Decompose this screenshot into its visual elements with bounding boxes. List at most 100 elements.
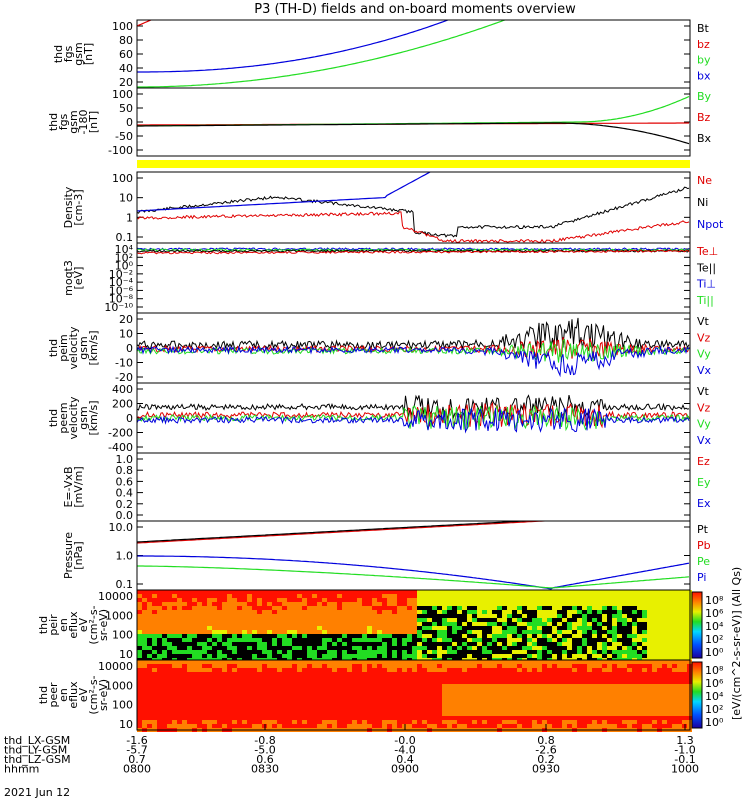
heatmap-cell <box>152 598 157 602</box>
heatmap-cell <box>622 676 627 680</box>
heatmap-cell <box>632 712 637 716</box>
heatmap-cell <box>537 688 542 692</box>
heatmap-cell <box>472 724 477 728</box>
heatmap-cell <box>517 630 522 634</box>
heatmap-cell <box>217 610 222 614</box>
heatmap-cell <box>607 610 612 614</box>
heatmap-cell <box>522 704 527 708</box>
heatmap-cell <box>482 680 487 684</box>
heatmap-cell <box>192 712 197 716</box>
heatmap-cell <box>412 610 417 614</box>
heatmap-cell <box>272 704 277 708</box>
x-axis-value: 0.7 <box>128 753 146 766</box>
heatmap-cell <box>542 688 547 692</box>
heatmap-cell <box>442 700 447 704</box>
heatmap-cell <box>587 626 592 630</box>
heatmap-cell <box>537 590 542 594</box>
heatmap-cell <box>517 622 522 626</box>
heatmap-cell <box>457 626 462 630</box>
heatmap-cell <box>307 614 312 618</box>
heatmap-cell <box>262 630 267 634</box>
heatmap-cell <box>577 642 582 646</box>
heatmap-cell <box>282 638 287 642</box>
heatmap-cell <box>662 664 667 668</box>
colorbar-tick-label: 10⁸ <box>705 664 724 677</box>
series-vx <box>137 407 690 434</box>
heatmap-cell <box>337 606 342 610</box>
heatmap-cell <box>417 680 422 684</box>
heatmap-cell <box>362 626 367 630</box>
heatmap-cell <box>657 708 662 712</box>
heatmap-cell <box>482 684 487 688</box>
heatmap-cell <box>542 634 547 638</box>
heatmap-cell <box>412 650 417 654</box>
heatmap-cell <box>262 618 267 622</box>
heatmap-cell <box>317 634 322 638</box>
heatmap-cell <box>402 664 407 668</box>
heatmap-cell <box>377 708 382 712</box>
heatmap-cell <box>302 704 307 708</box>
heatmap-cell <box>257 594 262 598</box>
heatmap-cell <box>672 720 677 724</box>
heatmap-cell <box>217 614 222 618</box>
heatmap-cell <box>402 680 407 684</box>
heatmap-cell <box>577 676 582 680</box>
heatmap-cell <box>222 672 227 676</box>
heatmap-cell <box>422 692 427 696</box>
heatmap-cell <box>372 626 377 630</box>
heatmap-cell <box>457 618 462 622</box>
heatmap-cell <box>382 700 387 704</box>
heatmap-cell <box>302 590 307 594</box>
heatmap-cell <box>312 684 317 688</box>
heatmap-cell <box>437 606 442 610</box>
heatmap-cell <box>607 676 612 680</box>
heatmap-cell <box>572 590 577 594</box>
heatmap-cell <box>257 606 262 610</box>
heatmap-cell <box>392 594 397 598</box>
heatmap-cell <box>627 630 632 634</box>
heatmap-cell <box>677 650 682 654</box>
heatmap-cell <box>232 692 237 696</box>
heatmap-cell <box>592 622 597 626</box>
heatmap-cell <box>532 660 537 664</box>
heatmap-cell <box>662 606 667 610</box>
heatmap-cell <box>337 668 342 672</box>
heatmap-cell <box>547 684 552 688</box>
heatmap-cell <box>167 700 172 704</box>
heatmap-cell <box>317 720 322 724</box>
heatmap-cell <box>422 700 427 704</box>
heatmap-cell <box>502 618 507 622</box>
heatmap-cell <box>297 716 302 720</box>
heatmap-cell <box>647 630 652 634</box>
heatmap-cell <box>362 712 367 716</box>
heatmap-cell <box>532 724 537 728</box>
heatmap-cell <box>562 634 567 638</box>
heatmap-cell <box>287 716 292 720</box>
heatmap-cell <box>317 654 322 658</box>
heatmap-cell <box>457 676 462 680</box>
heatmap-cell <box>367 688 372 692</box>
heatmap-cell <box>422 676 427 680</box>
colorbar-tick-label: 10⁰ <box>705 646 724 659</box>
heatmap-cell <box>682 618 687 622</box>
heatmap-cell <box>407 664 412 668</box>
heatmap-cell <box>452 692 457 696</box>
heatmap-cell <box>597 672 602 676</box>
heatmap-cell <box>457 642 462 646</box>
heatmap-cell <box>542 676 547 680</box>
heatmap-cell <box>167 660 172 664</box>
heatmap-cell <box>482 668 487 672</box>
heatmap-cell <box>337 692 342 696</box>
heatmap-cell <box>187 724 192 728</box>
heatmap-cell <box>407 654 412 658</box>
heatmap-cell <box>262 610 267 614</box>
heatmap-cell <box>477 630 482 634</box>
heatmap-cell <box>427 700 432 704</box>
heatmap-cell <box>357 688 362 692</box>
heatmap-cell <box>502 634 507 638</box>
x-axis-value: -0.1 <box>674 753 695 766</box>
heatmap-cell <box>552 610 557 614</box>
heatmap-cell <box>357 664 362 668</box>
heatmap-cell <box>407 724 412 728</box>
